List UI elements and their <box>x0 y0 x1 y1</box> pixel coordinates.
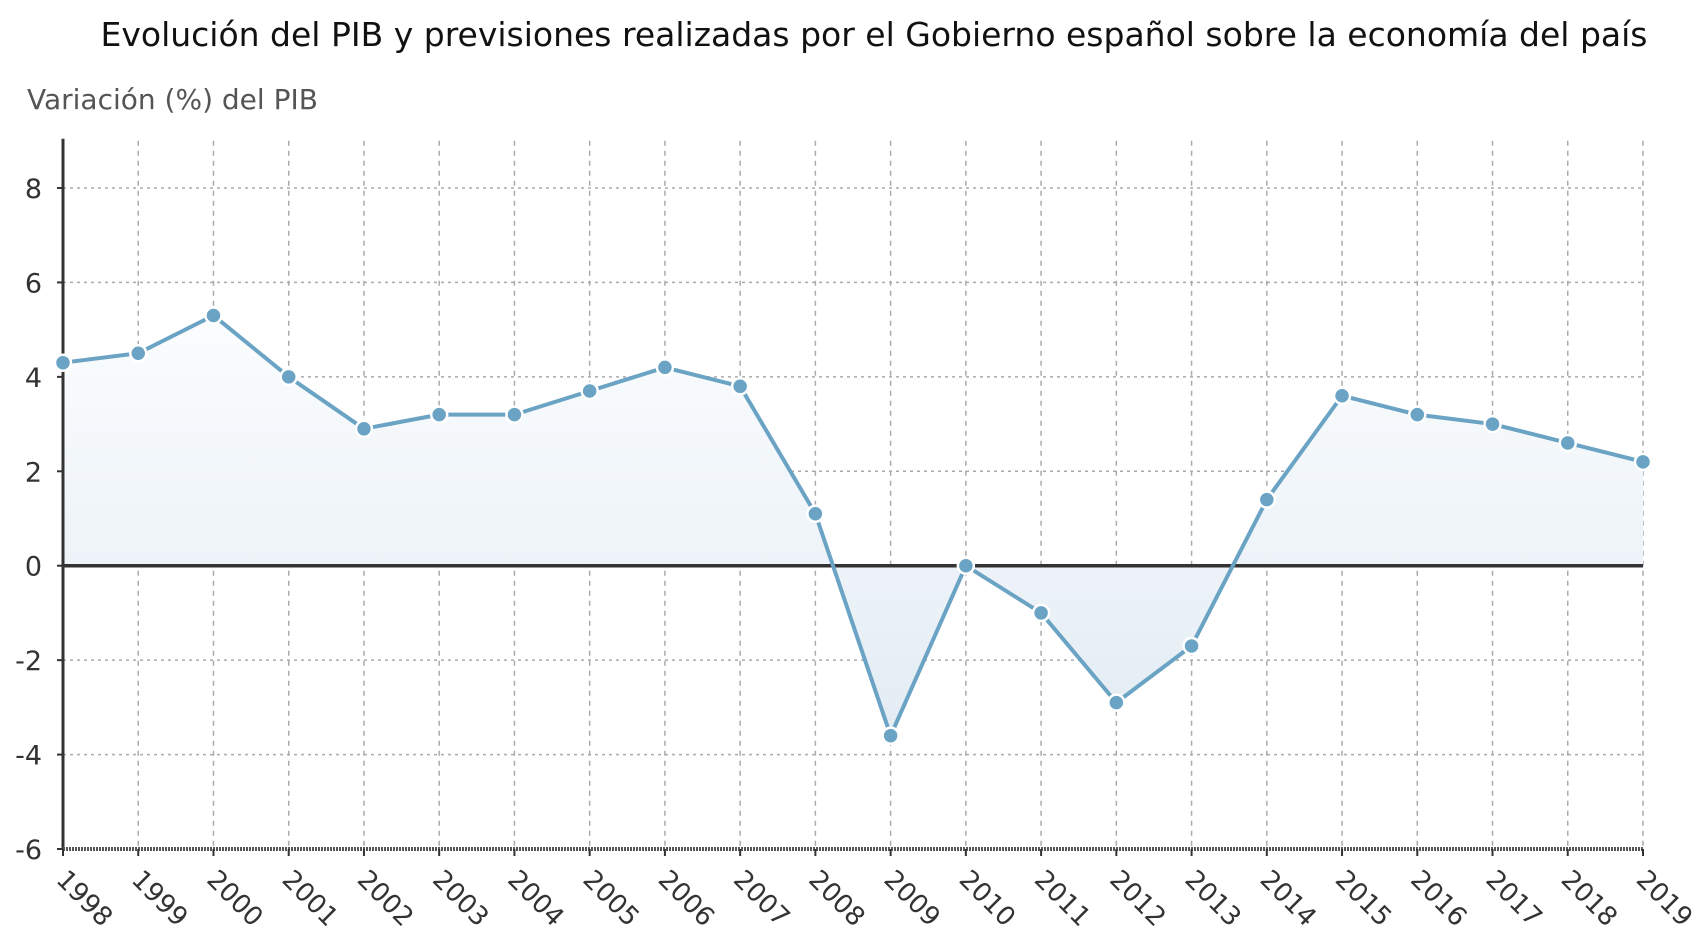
y-tick-label: 6 <box>25 268 42 299</box>
x-tick-label: 2000 <box>201 865 269 933</box>
x-tick-label: 2002 <box>351 865 419 933</box>
data-point-2003 <box>429 405 449 424</box>
y-axis-label: Variación (%) del PIB <box>27 83 318 116</box>
axes <box>61 138 1644 856</box>
data-point-1999 <box>128 344 148 363</box>
data-point-2014 <box>1257 490 1277 509</box>
x-tick-label: 2009 <box>878 865 946 933</box>
data-point-2013 <box>1182 636 1201 656</box>
data-points <box>53 306 1653 745</box>
x-ticks: 1998 1999 2000 2001 2002 2003 2004 2005 2006 2007… <box>50 865 1698 933</box>
x-tick-label: 2010 <box>953 865 1021 933</box>
x-tick-label: 1998 <box>50 865 118 933</box>
data-point-2005 <box>580 381 599 401</box>
data-point-2019 <box>1633 452 1653 472</box>
data-point-2002 <box>354 419 374 439</box>
data-point-2008 <box>806 504 825 524</box>
x-tick-label: 2018 <box>1555 865 1623 933</box>
data-point-2012 <box>1107 693 1126 712</box>
x-tick-label: 2006 <box>652 865 720 933</box>
y-tick-label: 8 <box>25 174 42 205</box>
x-tick-label: 2001 <box>276 865 344 933</box>
data-point-2015 <box>1332 386 1352 405</box>
data-point-2000 <box>204 306 223 325</box>
x-tick-label: 2016 <box>1404 865 1472 933</box>
data-point-2010 <box>956 556 976 575</box>
x-tick-label: 2011 <box>1028 865 1096 933</box>
y-tick-label: 2 <box>25 457 42 488</box>
y-tick-label: -2 <box>15 646 42 677</box>
data-point-2001 <box>279 367 298 387</box>
data-point-2007 <box>730 377 750 396</box>
data-point-2006 <box>655 358 675 377</box>
chart-title: Evolución del PIB y previsiones realizad… <box>101 15 1648 54</box>
data-point-2004 <box>505 405 524 424</box>
data-point-2011 <box>1031 603 1051 623</box>
x-tick-label: 2003 <box>426 865 494 933</box>
x-tick-label: 2015 <box>1329 865 1397 933</box>
data-point-2017 <box>1483 414 1502 434</box>
y-tick-label: -4 <box>15 741 42 772</box>
data-point-2018 <box>1558 433 1578 453</box>
x-tick-label: 2019 <box>1630 865 1698 933</box>
area-fill <box>63 315 1643 736</box>
x-tick-label: 2014 <box>1254 865 1322 933</box>
x-tick-label: 2005 <box>577 865 645 933</box>
x-tick-label: 2012 <box>1103 865 1171 933</box>
x-tick-label: 2008 <box>802 865 870 933</box>
x-tick-label: 1999 <box>125 865 193 933</box>
data-point-2009 <box>881 726 900 745</box>
x-tick-label: 2004 <box>501 865 569 933</box>
y-tick-label: 4 <box>25 363 42 394</box>
x-tick-label: 2013 <box>1179 865 1247 933</box>
data-point-2016 <box>1408 405 1427 424</box>
y-ticks: 8 6 4 2 0 -2 -4 -6 <box>15 174 63 866</box>
x-tick-label: 2007 <box>727 865 795 933</box>
data-point-1998 <box>53 353 73 372</box>
y-tick-label: -6 <box>15 835 42 866</box>
y-tick-label: 0 <box>25 552 42 583</box>
x-tick-label: 2017 <box>1480 865 1548 933</box>
series-line <box>62 313 1644 738</box>
